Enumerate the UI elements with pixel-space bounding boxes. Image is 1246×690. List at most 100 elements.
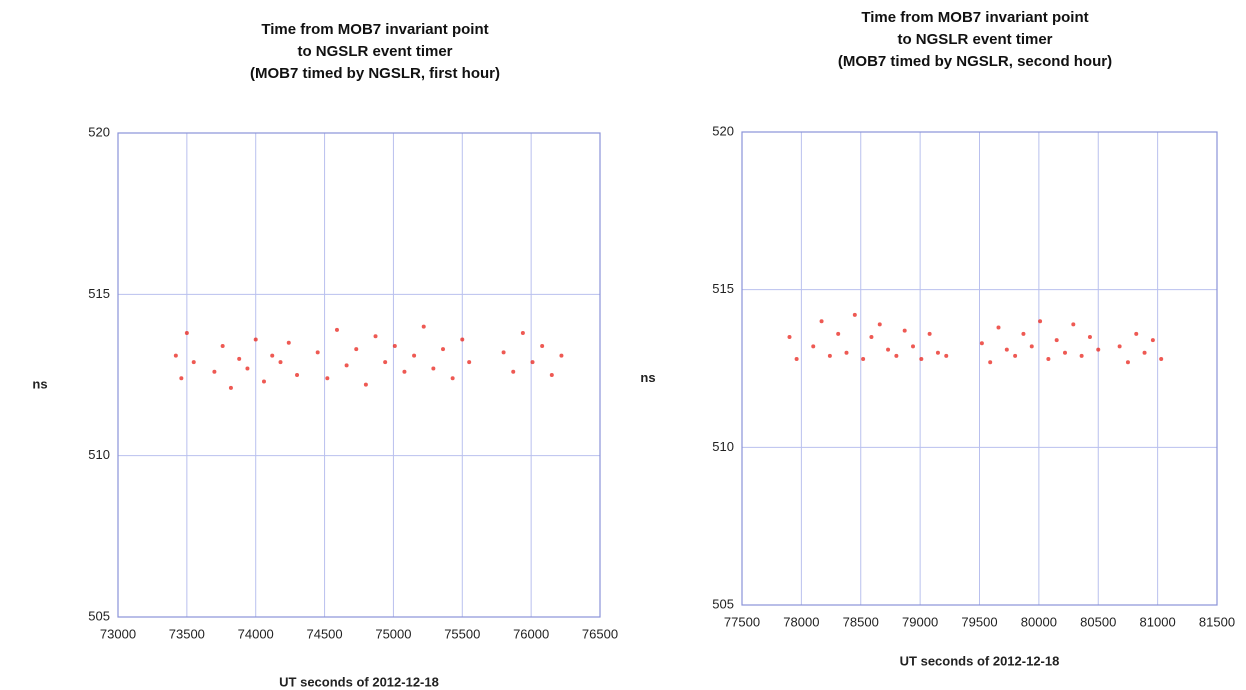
- point: [827, 353, 832, 358]
- point: [412, 353, 417, 358]
- x-tick-label: 80000: [1021, 614, 1057, 629]
- point: [549, 373, 554, 377]
- point: [460, 337, 465, 342]
- point: [811, 344, 816, 349]
- point: [979, 341, 984, 346]
- point: [836, 331, 841, 336]
- x-tick-label: 80500: [1080, 614, 1116, 629]
- point: [911, 344, 915, 349]
- y-tick-label: 505: [88, 608, 110, 623]
- chart-title: to NGSLR event timer: [897, 31, 1052, 48]
- point: [1054, 338, 1059, 343]
- x-tick-label: 74000: [238, 626, 274, 641]
- point: [852, 312, 857, 317]
- x-tick-label: 78500: [843, 614, 879, 629]
- x-tick-label: 73500: [169, 626, 205, 641]
- point: [261, 379, 266, 384]
- y-tick-label: 515: [712, 281, 734, 296]
- point: [1096, 347, 1101, 352]
- point: [237, 356, 242, 361]
- x-tick-label: 76500: [582, 626, 618, 641]
- point: [334, 327, 339, 332]
- point: [383, 360, 388, 365]
- x-tick-label: 76000: [513, 626, 549, 641]
- point: [869, 334, 874, 339]
- point: [877, 322, 882, 327]
- y-tick-label: 520: [88, 124, 110, 139]
- x-tick-label: 81000: [1140, 614, 1176, 629]
- point: [1038, 319, 1043, 324]
- y-tick-label: 520: [712, 123, 734, 138]
- x-axis-label: UT seconds of 2012-12-18: [279, 674, 439, 689]
- chart-title: to NGSLR event timer: [297, 43, 452, 60]
- point: [220, 343, 225, 348]
- point: [354, 347, 359, 352]
- point: [450, 376, 455, 381]
- point: [228, 385, 233, 390]
- point: [1029, 344, 1034, 349]
- point: [1063, 350, 1067, 355]
- point: [1142, 350, 1147, 355]
- point: [944, 353, 949, 358]
- point: [179, 376, 184, 381]
- x-tick-label: 75500: [444, 626, 480, 641]
- y-tick-label: 505: [712, 596, 734, 611]
- point: [1159, 357, 1164, 362]
- y-axis-label: ns: [640, 370, 655, 385]
- point: [270, 353, 275, 358]
- x-tick-label: 73000: [100, 626, 136, 641]
- point: [344, 363, 349, 368]
- point: [173, 353, 178, 358]
- point: [844, 350, 849, 355]
- point: [1117, 344, 1122, 349]
- point: [559, 353, 564, 358]
- x-tick-label: 79000: [902, 614, 938, 629]
- point: [191, 360, 196, 365]
- x-tick-label: 79500: [961, 614, 997, 629]
- point: [996, 325, 1001, 330]
- point: [184, 331, 189, 336]
- point: [540, 343, 545, 348]
- point: [467, 360, 472, 365]
- point: [421, 324, 426, 329]
- x-tick-label: 75000: [375, 626, 411, 641]
- point: [1071, 322, 1076, 327]
- point: [1125, 360, 1130, 365]
- point: [278, 360, 283, 365]
- x-tick-label: 81500: [1199, 614, 1235, 629]
- plot-frame: [741, 131, 1218, 606]
- point: [363, 382, 368, 387]
- point: [392, 343, 397, 348]
- point: [886, 347, 891, 352]
- point: [819, 319, 824, 324]
- point: [1150, 338, 1155, 343]
- point: [530, 360, 535, 365]
- point: [1013, 353, 1018, 358]
- chart-title: Time from MOB7 invariant point: [861, 9, 1088, 26]
- point: [431, 366, 436, 371]
- chart-title: (MOB7 timed by NGSLR, second hour): [838, 53, 1112, 70]
- point: [511, 369, 516, 374]
- point: [1046, 357, 1051, 362]
- x-tick-label: 78000: [783, 614, 819, 629]
- point: [1134, 331, 1139, 336]
- point: [402, 369, 407, 374]
- point: [501, 350, 506, 355]
- point: [286, 340, 291, 345]
- point: [787, 334, 792, 339]
- point: [988, 360, 993, 365]
- point: [861, 357, 866, 362]
- chart-title: (MOB7 timed by NGSLR, first hour): [250, 65, 500, 82]
- point: [212, 369, 217, 374]
- point: [894, 353, 899, 358]
- point: [325, 376, 330, 381]
- y-tick-label: 510: [712, 439, 734, 454]
- point: [935, 350, 940, 355]
- point: [441, 347, 446, 352]
- point: [1021, 331, 1026, 336]
- point: [295, 373, 300, 377]
- point: [245, 366, 250, 371]
- point: [315, 350, 320, 355]
- x-tick-label: 77500: [724, 614, 760, 629]
